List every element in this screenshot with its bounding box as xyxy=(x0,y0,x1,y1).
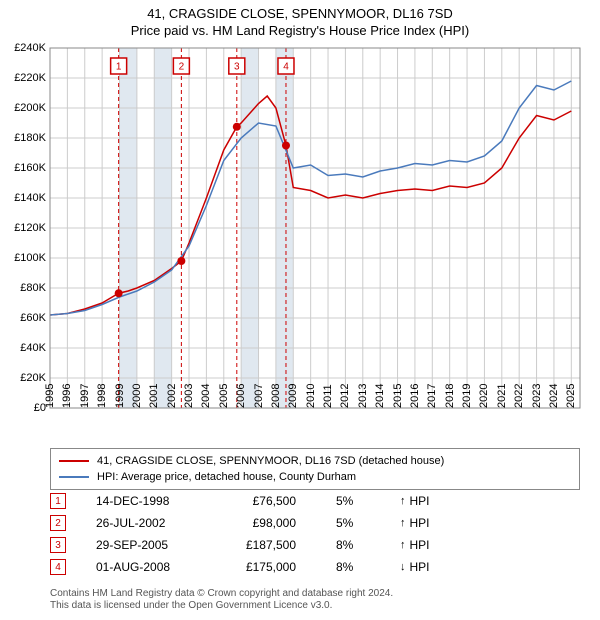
y-tick-label: £200K xyxy=(14,102,50,114)
x-tick-label: 2000 xyxy=(131,380,143,408)
x-tick-label: 2021 xyxy=(496,380,508,408)
transaction-date: 14-DEC-1998 xyxy=(96,494,236,508)
transaction-date: 29-SEP-2005 xyxy=(96,538,236,552)
y-tick-label: £40K xyxy=(20,342,50,354)
trend-arrow-icon: ↓ xyxy=(396,561,410,573)
svg-text:2: 2 xyxy=(179,62,185,73)
footer-line-2: This data is licensed under the Open Gov… xyxy=(50,600,393,612)
x-tick-label: 2024 xyxy=(548,380,560,408)
transaction-price: £175,000 xyxy=(236,560,336,574)
x-tick-label: 2018 xyxy=(444,380,456,408)
x-tick-label: 1997 xyxy=(79,380,91,408)
x-tick-label: 2005 xyxy=(218,380,230,408)
marker-number-box: 4 xyxy=(50,559,66,575)
transaction-row: 4 01-AUG-2008£175,0008%↓HPI xyxy=(50,556,460,578)
marker-number-box: 2 xyxy=(50,515,66,531)
x-tick-label: 2008 xyxy=(270,380,282,408)
x-tick-label: 2019 xyxy=(461,380,473,408)
x-tick-label: 2004 xyxy=(200,380,212,408)
hpi-label: HPI xyxy=(410,516,460,530)
trend-arrow-icon: ↑ xyxy=(396,539,410,551)
x-tick-label: 2009 xyxy=(287,380,299,408)
chart-svg: 1 2 3 4 xyxy=(50,48,580,408)
x-tick-label: 2025 xyxy=(565,380,577,408)
transaction-row: 2 26-JUL-2002£98,0005%↑HPI xyxy=(50,512,460,534)
y-tick-label: £220K xyxy=(14,72,50,84)
transaction-price: £76,500 xyxy=(236,494,336,508)
transaction-pct: 8% xyxy=(336,538,396,552)
legend-swatch xyxy=(59,476,89,478)
y-tick-label: £180K xyxy=(14,132,50,144)
x-tick-label: 1998 xyxy=(96,380,108,408)
transaction-row: 1 14-DEC-1998£76,5005%↑HPI xyxy=(50,490,460,512)
hpi-label: HPI xyxy=(410,494,460,508)
x-tick-label: 2006 xyxy=(235,380,247,408)
legend-item: 41, CRAGSIDE CLOSE, SPENNYMOOR, DL16 7SD… xyxy=(59,453,571,469)
transaction-date: 01-AUG-2008 xyxy=(96,560,236,574)
transaction-row: 3 29-SEP-2005£187,5008%↑HPI xyxy=(50,534,460,556)
x-tick-label: 2010 xyxy=(305,380,317,408)
marker-number-box: 1 xyxy=(50,493,66,509)
trend-arrow-icon: ↑ xyxy=(396,495,410,507)
y-tick-label: £100K xyxy=(14,252,50,264)
x-tick-label: 2003 xyxy=(183,380,195,408)
hpi-label: HPI xyxy=(410,538,460,552)
x-tick-label: 1995 xyxy=(44,380,56,408)
legend: 41, CRAGSIDE CLOSE, SPENNYMOOR, DL16 7SD… xyxy=(50,448,580,490)
legend-item: HPI: Average price, detached house, Coun… xyxy=(59,469,571,485)
transaction-pct: 8% xyxy=(336,560,396,574)
y-tick-label: £60K xyxy=(20,312,50,324)
x-tick-label: 2023 xyxy=(531,380,543,408)
transaction-pct: 5% xyxy=(336,516,396,530)
y-tick-label: £240K xyxy=(14,42,50,54)
footer: Contains HM Land Registry data © Crown c… xyxy=(50,588,393,612)
title-line-2: Price paid vs. HM Land Registry's House … xyxy=(0,23,600,40)
hpi-label: HPI xyxy=(410,560,460,574)
legend-swatch xyxy=(59,460,89,462)
y-tick-label: £120K xyxy=(14,222,50,234)
title-block: 41, CRAGSIDE CLOSE, SPENNYMOOR, DL16 7SD… xyxy=(0,0,600,42)
x-tick-label: 1999 xyxy=(114,380,126,408)
x-tick-label: 2013 xyxy=(357,380,369,408)
transaction-price: £187,500 xyxy=(236,538,336,552)
legend-label: 41, CRAGSIDE CLOSE, SPENNYMOOR, DL16 7SD… xyxy=(97,455,444,467)
chart-container: 41, CRAGSIDE CLOSE, SPENNYMOOR, DL16 7SD… xyxy=(0,0,600,620)
chart-area: 1234 £0£20K£40K£60K£80K£100K£120K£140K£1… xyxy=(50,48,580,408)
x-tick-label: 2014 xyxy=(374,380,386,408)
x-tick-label: 2002 xyxy=(166,380,178,408)
x-tick-label: 2015 xyxy=(392,380,404,408)
y-tick-label: £140K xyxy=(14,192,50,204)
svg-text:3: 3 xyxy=(234,62,240,73)
title-line-1: 41, CRAGSIDE CLOSE, SPENNYMOOR, DL16 7SD xyxy=(0,6,600,23)
transaction-date: 26-JUL-2002 xyxy=(96,516,236,530)
x-tick-label: 2017 xyxy=(426,380,438,408)
y-tick-label: £80K xyxy=(20,282,50,294)
x-tick-label: 2007 xyxy=(253,380,265,408)
transactions-table: 114-DEC-1998£76,5005%↑HPI226-JUL-2002£98… xyxy=(50,490,460,578)
x-tick-label: 2012 xyxy=(339,380,351,408)
x-tick-label: 2001 xyxy=(148,380,160,408)
transaction-price: £98,000 xyxy=(236,516,336,530)
x-tick-label: 1996 xyxy=(61,380,73,408)
x-tick-label: 2016 xyxy=(409,380,421,408)
legend-label: HPI: Average price, detached house, Coun… xyxy=(97,471,356,483)
svg-text:4: 4 xyxy=(283,62,289,73)
svg-text:1: 1 xyxy=(116,62,122,73)
x-tick-label: 2022 xyxy=(513,380,525,408)
footer-line-1: Contains HM Land Registry data © Crown c… xyxy=(50,588,393,600)
x-tick-label: 2020 xyxy=(478,380,490,408)
transaction-pct: 5% xyxy=(336,494,396,508)
marker-number-box: 3 xyxy=(50,537,66,553)
y-tick-label: £160K xyxy=(14,162,50,174)
trend-arrow-icon: ↑ xyxy=(396,517,410,529)
x-tick-label: 2011 xyxy=(322,380,334,408)
